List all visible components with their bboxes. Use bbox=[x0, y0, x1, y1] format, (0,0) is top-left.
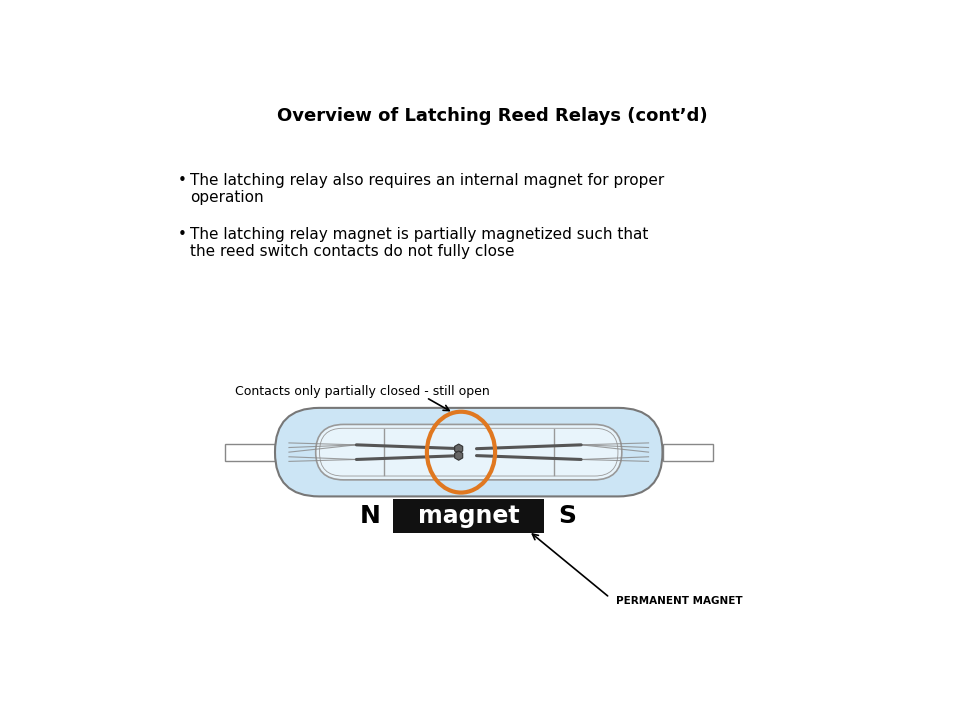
Text: operation: operation bbox=[190, 190, 263, 205]
FancyBboxPatch shape bbox=[316, 424, 622, 480]
Text: •: • bbox=[179, 228, 187, 243]
Text: magnet: magnet bbox=[418, 504, 519, 528]
Text: PERMANENT MAGNET: PERMANENT MAGNET bbox=[616, 595, 743, 606]
Text: the reed switch contacts do not fully close: the reed switch contacts do not fully cl… bbox=[190, 244, 515, 259]
Bar bbox=[394, 499, 544, 534]
Text: The latching relay magnet is partially magnetized such that: The latching relay magnet is partially m… bbox=[190, 228, 648, 243]
Text: Contacts only partially closed - still open: Contacts only partially closed - still o… bbox=[234, 384, 490, 398]
Bar bbox=[225, 444, 275, 461]
Text: •: • bbox=[179, 174, 187, 189]
FancyBboxPatch shape bbox=[275, 408, 662, 496]
Bar bbox=[662, 444, 713, 461]
Text: The latching relay also requires an internal magnet for proper: The latching relay also requires an inte… bbox=[190, 174, 664, 189]
Text: N: N bbox=[359, 504, 380, 528]
Text: Overview of Latching Reed Relays (cont’d): Overview of Latching Reed Relays (cont’d… bbox=[276, 107, 708, 125]
Text: S: S bbox=[559, 504, 577, 528]
